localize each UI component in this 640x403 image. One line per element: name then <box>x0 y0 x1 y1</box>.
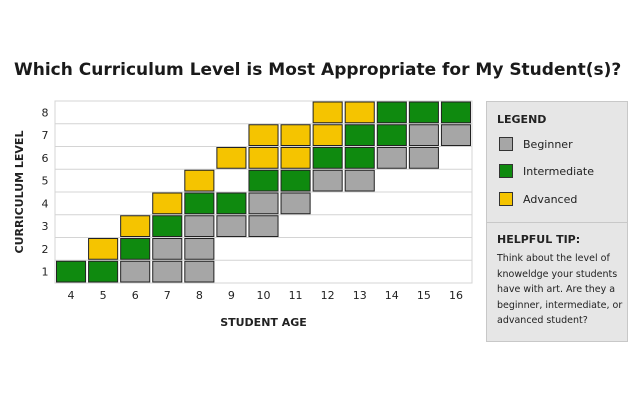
legend-panel: LEGEND Beginner Intermediate Advanced HE… <box>486 101 628 342</box>
cell-beginner-age16-level7 <box>440 124 471 146</box>
cell-intermediate-age5-level1 <box>88 260 119 283</box>
cell-advanced-age8-level5 <box>184 169 215 192</box>
cell-layer <box>56 101 471 283</box>
cell-beginner-age7-level2 <box>152 238 183 260</box>
x-tick-label: 8 <box>196 289 203 302</box>
cell-advanced-age12-level8 <box>312 101 343 124</box>
cell-intermediate-age7-level3 <box>152 215 183 237</box>
legend-swatch-intermediate <box>499 164 513 178</box>
legend-label-intermediate: Intermediate <box>523 165 594 178</box>
y-tick-label: 8 <box>42 106 49 119</box>
cell-intermediate-age11-level5 <box>280 169 311 192</box>
cell-intermediate-age8-level4 <box>184 192 215 215</box>
x-tick-label: 15 <box>417 289 431 302</box>
chart-title: Which Curriculum Level is Most Appropria… <box>14 60 622 80</box>
y-tick-label: 2 <box>42 243 49 256</box>
cell-beginner-age8-level1 <box>184 260 215 283</box>
cell-intermediate-age14-level7 <box>376 124 407 146</box>
cell-beginner-age12-level5 <box>312 169 343 192</box>
cell-intermediate-age4-level1 <box>56 260 87 283</box>
cell-advanced-age5-level2 <box>88 238 119 260</box>
cell-advanced-age13-level8 <box>344 101 375 124</box>
x-tick-label: 5 <box>100 289 107 302</box>
cell-advanced-age6-level3 <box>120 215 151 237</box>
cell-beginner-age15-level7 <box>408 124 439 146</box>
x-tick-label: 16 <box>449 289 463 302</box>
tip-heading: HELPFUL TIP: <box>497 233 581 246</box>
x-axis-title: STUDENT AGE <box>220 316 307 329</box>
cell-advanced-age12-level7 <box>312 124 343 146</box>
cell-beginner-age15-level6 <box>408 147 439 169</box>
x-tick-label: 7 <box>164 289 171 302</box>
legend-heading: LEGEND <box>497 113 547 126</box>
x-tick-label: 10 <box>257 289 271 302</box>
legend-label-beginner: Beginner <box>523 138 573 151</box>
cell-beginner-age11-level4 <box>280 192 311 215</box>
x-tick-label: 6 <box>132 289 139 302</box>
legend-label-advanced: Advanced <box>523 193 578 206</box>
cell-advanced-age7-level4 <box>152 192 183 215</box>
cell-intermediate-age13-level7 <box>344 124 375 146</box>
cell-intermediate-age15-level8 <box>408 101 439 124</box>
cell-beginner-age6-level1 <box>120 260 151 283</box>
cell-intermediate-age14-level8 <box>376 101 407 124</box>
legend-divider <box>487 222 627 223</box>
x-tick-label: 13 <box>353 289 367 302</box>
cell-beginner-age8-level2 <box>184 238 215 260</box>
cell-intermediate-age16-level8 <box>440 101 471 124</box>
cell-beginner-age14-level6 <box>376 147 407 169</box>
cell-advanced-age9-level6 <box>216 147 247 169</box>
cell-beginner-age8-level3 <box>184 215 215 237</box>
cell-beginner-age13-level5 <box>344 169 375 192</box>
cell-intermediate-age13-level6 <box>344 147 375 169</box>
cell-advanced-age11-level6 <box>280 147 311 169</box>
cell-beginner-age7-level1 <box>152 260 183 283</box>
y-tick-label: 3 <box>42 220 49 233</box>
cell-advanced-age10-level6 <box>248 147 279 169</box>
cell-beginner-age10-level3 <box>248 215 279 237</box>
cell-intermediate-age9-level4 <box>216 192 247 215</box>
x-tick-label: 11 <box>289 289 303 302</box>
y-tick-label: 6 <box>42 152 49 165</box>
legend-swatch-beginner <box>499 137 513 151</box>
y-tick-label: 4 <box>42 197 49 210</box>
y-tick-label: 1 <box>42 266 49 279</box>
legend-swatch-advanced <box>499 192 513 206</box>
cell-intermediate-age12-level6 <box>312 147 343 169</box>
x-tick-label: 9 <box>228 289 235 302</box>
cell-advanced-age11-level7 <box>280 124 311 146</box>
tip-text: Think about the level of knoweldge your … <box>497 253 623 326</box>
y-tick-label: 7 <box>42 129 49 142</box>
y-tick-label: 5 <box>42 175 49 188</box>
cell-beginner-age9-level3 <box>216 215 247 237</box>
x-tick-label: 14 <box>385 289 399 302</box>
cell-intermediate-age6-level2 <box>120 238 151 260</box>
x-tick-label: 4 <box>68 289 75 302</box>
y-axis-title: CURRICULUM LEVEL <box>13 131 26 254</box>
x-tick-label: 12 <box>321 289 335 302</box>
cell-intermediate-age10-level5 <box>248 169 279 192</box>
cell-advanced-age10-level7 <box>248 124 279 146</box>
cell-beginner-age10-level4 <box>248 192 279 215</box>
